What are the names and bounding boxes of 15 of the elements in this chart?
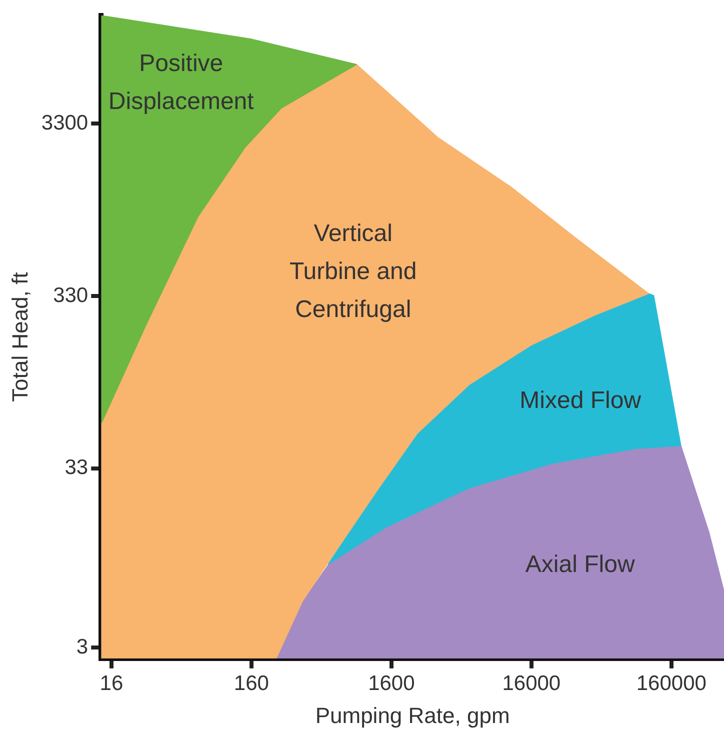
y-axis-title: Total Head, ft <box>7 272 32 402</box>
x-tick-label: 16000 <box>502 672 561 695</box>
x-tick-label: 160000 <box>636 672 706 695</box>
y-tick-label: 33 <box>64 456 88 480</box>
x-tick-label: 1600 <box>368 672 415 695</box>
x-tick-label: 160 <box>234 672 269 695</box>
x-tick-label: 16 <box>100 672 124 695</box>
series-label: Positive Displacement <box>108 50 254 116</box>
x-axis-title: Pumping Rate, gpm <box>315 702 510 728</box>
y-tick-label: 3300 <box>41 112 88 135</box>
y-tick-label: 3 <box>76 635 88 658</box>
series-label: Mixed Flow <box>520 387 642 414</box>
series-label: Axial Flow <box>525 551 636 578</box>
series-label: Vertical Turbine and Centrifugal <box>290 220 417 324</box>
y-tick-label: 330 <box>53 284 88 307</box>
